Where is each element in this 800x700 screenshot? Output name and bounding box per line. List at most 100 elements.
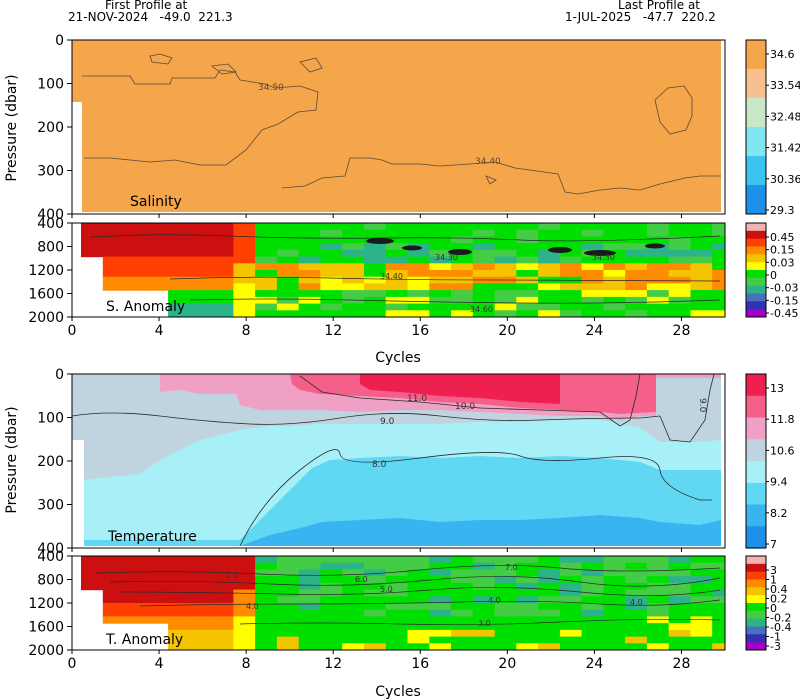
colorbar-swatch	[746, 526, 766, 549]
salinity-anomaly-cell	[233, 276, 256, 284]
salinity-anomaly-cell	[603, 229, 626, 237]
temperature-anomaly-cell	[211, 589, 234, 597]
temperature-anomaly-cell	[342, 636, 365, 644]
first-profile-value: 21-NOV-2024 -49.0 221.3	[68, 10, 233, 24]
salinity-anomaly-cell	[712, 290, 725, 298]
x-tick-label: 0	[68, 656, 77, 672]
temperature-anomaly-cell	[559, 556, 583, 564]
colorbar-swatch	[746, 185, 766, 215]
salinity-anomaly-cell	[581, 310, 604, 317]
temperature-anomaly-cell	[690, 582, 713, 591]
temperature-anomaly-cell	[146, 609, 169, 617]
salinity-panel: 34.50 34.40 Salinity	[71, 39, 726, 215]
temperature-anomaly-cell	[516, 623, 539, 631]
salinity-anomaly-cell	[298, 263, 322, 271]
salinity-anomaly-cell	[342, 229, 365, 237]
salinity-anomaly-cell	[320, 263, 343, 271]
temperature-anomaly-cell	[189, 556, 213, 564]
colorbar-frame	[745, 555, 767, 651]
salinity-anomaly-cell	[625, 290, 648, 298]
temperature-anomaly-cell	[559, 609, 583, 617]
temperature-anomaly-cell	[320, 603, 343, 611]
temperature-anomaly-cell	[102, 582, 126, 591]
salinity-anomaly-cell	[233, 243, 256, 251]
temperature-anomaly-cell	[538, 562, 561, 570]
salinity-anomaly-cell	[712, 243, 725, 251]
salinity-anomaly-cell	[298, 270, 322, 278]
temperature-anomaly-cell	[146, 603, 169, 611]
salinity-anomaly-cell	[690, 256, 713, 264]
y-tick-label: 1600	[28, 287, 64, 303]
temperature-anomaly-cell	[364, 603, 387, 611]
temperature-anomaly-cell	[646, 596, 670, 604]
temperature-anomaly-cell	[189, 609, 213, 617]
temperature-anomaly-cell	[581, 576, 604, 584]
temperature-anomaly-cell	[102, 609, 126, 617]
salinity-anomaly-cell	[81, 229, 104, 237]
salinity-anomaly-cell	[124, 236, 147, 244]
salinity-anomaly-cell	[189, 303, 213, 311]
salinity-anomaly-cell	[472, 249, 496, 258]
salinity-anomaly-cell	[516, 229, 539, 237]
salinity-anomaly-cell	[625, 283, 648, 291]
salinity-anomaly-cell	[276, 223, 300, 231]
colorbar-swatch	[746, 395, 766, 419]
salinity-anomaly-cell	[364, 229, 387, 237]
salinity-anomaly-cell	[276, 303, 300, 311]
temperature-anomaly-cell	[102, 562, 126, 570]
temperature-anomaly-cell	[538, 569, 561, 577]
temperature-anomaly-cell	[276, 562, 300, 570]
salinity-anomaly-cell	[407, 236, 430, 244]
colorbar-tick-label: 10.6	[770, 444, 795, 457]
temperature-anomaly-cell	[124, 609, 147, 617]
salinity-anomaly-cell	[124, 263, 147, 271]
salinity-anomaly-cell	[385, 249, 409, 258]
x-axis-label-lower: Cycles	[375, 684, 421, 700]
salinity-anomaly-cell	[494, 236, 517, 244]
temperature-anomaly-cell	[233, 636, 256, 644]
salinity-anomaly-cell	[342, 303, 365, 311]
salinity-anomaly-cell	[298, 310, 322, 317]
salinity-anomaly-cell	[320, 283, 343, 291]
temperature-anomaly-cell	[168, 582, 191, 591]
salinity-anomaly-cell	[320, 229, 343, 237]
salinity-anomaly-cell	[690, 229, 713, 237]
salinity-anomaly-cell	[364, 310, 387, 317]
salinity-anomaly-cell	[516, 310, 539, 317]
temperature-anomaly-cell	[712, 569, 725, 577]
temperature-anomaly-cell	[516, 582, 539, 591]
temperature-anomaly-cell	[668, 589, 692, 597]
salinity-anomaly-cell	[102, 283, 126, 291]
salinity-anomaly-cell	[668, 270, 692, 278]
x-tick-label: 8	[242, 656, 251, 672]
salinity-anomaly-cell	[407, 296, 430, 305]
temperature-anomaly-cell	[233, 556, 256, 564]
salinity-anomaly-panel: 34.30 34.30 34.40 34.60 S. Anomaly	[71, 222, 726, 318]
salinity-anomaly-cell	[538, 270, 561, 278]
salinity-anomaly-cell	[385, 270, 409, 278]
colorbar-swatch	[746, 98, 766, 128]
salinity-anomaly-cell	[472, 229, 496, 237]
salinity-anomaly-cell	[342, 263, 365, 271]
salinity-anomaly-cell	[233, 283, 256, 291]
temperature-anomaly-cell	[211, 623, 234, 631]
temperature-anomaly-cell	[603, 596, 626, 604]
temperature-contour-label: 10.0	[455, 402, 475, 412]
salinity-anomaly-cell	[516, 290, 539, 298]
temperature-anomaly-cell	[276, 623, 300, 631]
temperature-anomaly-cell	[690, 636, 713, 644]
temperature-anomaly-cell	[189, 603, 213, 611]
salinity-anomaly-cell	[646, 303, 670, 311]
temperature-anomaly-cell	[603, 589, 626, 597]
temperature-anomaly-cell	[581, 556, 604, 564]
salinity-anomaly-cell	[168, 223, 191, 231]
colorbar-tick-label: 31.42	[770, 142, 800, 155]
temperature-anomaly-cell	[472, 609, 496, 617]
salinity-anomaly-cell	[625, 310, 648, 317]
temperature-anomaly-cell	[581, 629, 604, 638]
salinity-anomaly-cell	[494, 296, 517, 305]
salinity-anomaly-cell	[146, 256, 169, 264]
temperature-anomaly-cell	[407, 596, 430, 604]
salinity-anomaly-cell	[646, 310, 670, 317]
salinity-anomaly-cell	[690, 310, 713, 317]
